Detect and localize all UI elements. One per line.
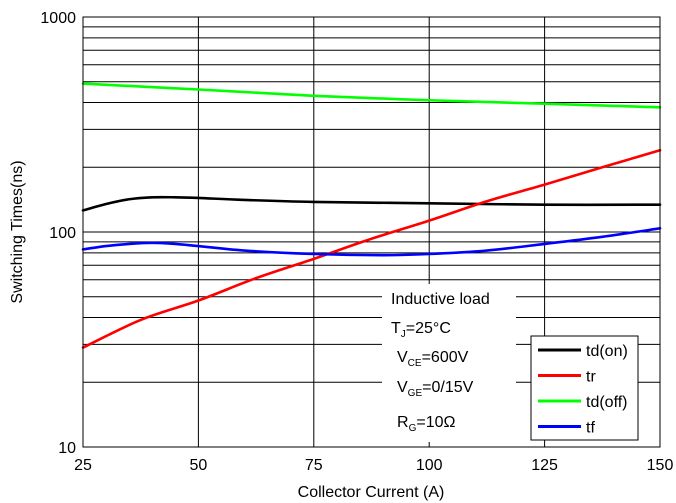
conditions-text: Inductive load TJ=25°C VCE=600V VGE=0/15… (391, 291, 490, 434)
series-line-tr (81, 148, 662, 349)
condition-vce: VCE=600V (397, 349, 469, 369)
legend-label: tr (586, 369, 596, 386)
condition-load: Inductive load (391, 291, 490, 308)
x-tick-label: 125 (531, 457, 558, 474)
condition-tj: TJ=25°C (391, 320, 451, 340)
x-tick-label: 50 (190, 457, 208, 474)
legend: td(on) tr td(off) tf (538, 343, 628, 437)
y-tick-labels: 10 100 1000 (40, 10, 76, 457)
legend-box (530, 335, 639, 441)
curves (81, 82, 662, 349)
series-line-tf (81, 227, 662, 257)
legend-label: td(off) (586, 394, 628, 411)
conditions-box (382, 284, 516, 442)
legend-label: td(on) (586, 343, 628, 360)
legend-label: tf (586, 420, 595, 437)
x-tick-label: 25 (74, 457, 92, 474)
condition-rg: RG=10Ω (397, 414, 455, 434)
x-tick-label: 100 (416, 457, 443, 474)
x-axis-label: Collector Current (A) (298, 484, 445, 501)
series-line-td(off) (81, 82, 662, 109)
plot-frame (82, 16, 661, 448)
grid (83, 17, 660, 447)
condition-vge: VGE=0/15V (397, 379, 474, 399)
y-tick-label: 100 (49, 225, 76, 242)
series-line-td(on) (81, 195, 662, 212)
x-tick-label: 150 (647, 457, 674, 474)
x-tick-label: 75 (305, 457, 323, 474)
y-tick-label: 10 (58, 440, 76, 457)
y-axis-label: Switching Times(ns) (9, 160, 26, 303)
x-tick-labels: 25 50 75 100 125 150 (74, 457, 673, 474)
y-tick-label: 1000 (40, 10, 76, 27)
